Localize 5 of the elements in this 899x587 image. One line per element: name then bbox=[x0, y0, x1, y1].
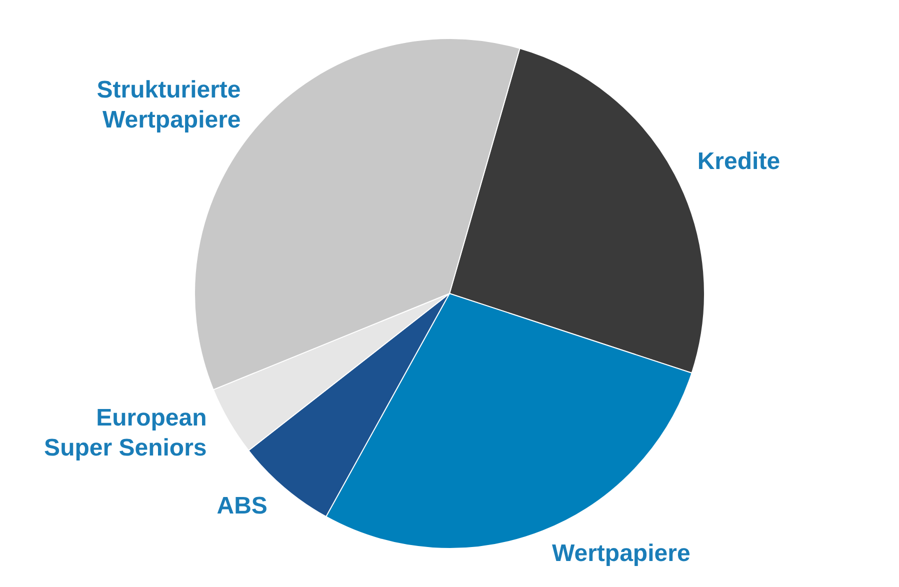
slice-label: Wertpapiere bbox=[552, 540, 690, 568]
slice-label: Strukturierte Wertpapiere bbox=[96, 76, 241, 134]
slice-label: European Super Seniors bbox=[44, 404, 207, 462]
slice-label: ABS bbox=[216, 492, 268, 520]
slice-label: Kredite bbox=[697, 148, 780, 175]
